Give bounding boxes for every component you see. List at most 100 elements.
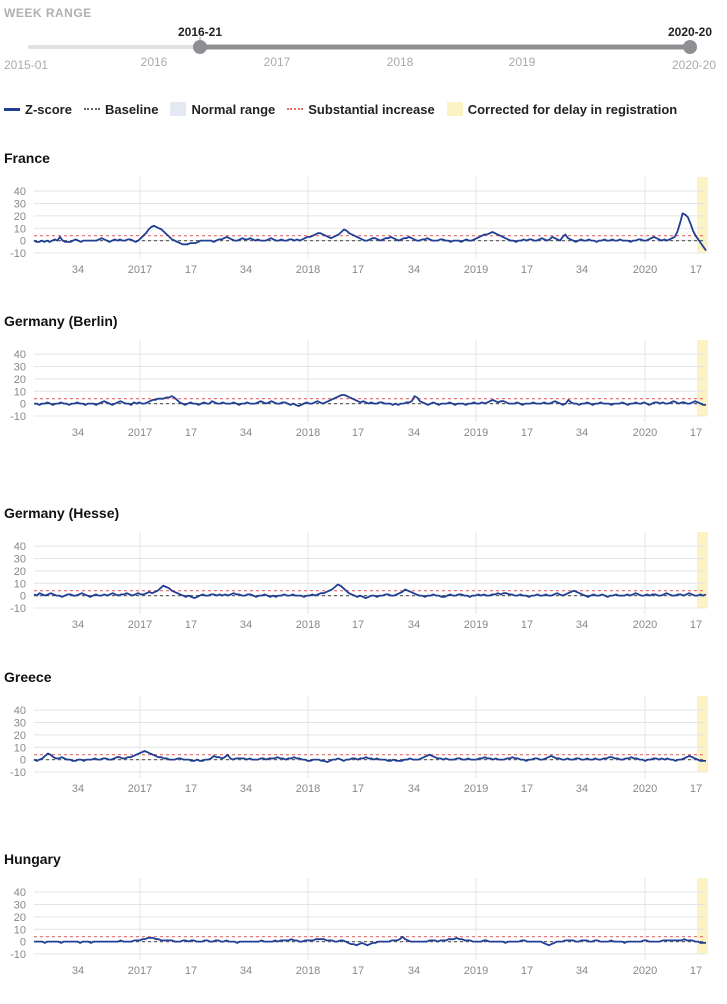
x-tick-label: 17 xyxy=(185,783,197,795)
chart-panel-hungary: Hungary 40 30 20 10 0 -10 34 2017 17 34 2018 17 34 20… xyxy=(0,851,727,1001)
x-tick-label: 2019 xyxy=(464,619,488,631)
x-tick-label: 34 xyxy=(408,264,420,276)
legend-label: Baseline xyxy=(104,101,159,117)
y-tick-label: 20 xyxy=(14,566,26,578)
x-tick-label: 17 xyxy=(690,427,702,439)
corrected-region xyxy=(697,696,708,772)
x-tick-label: 17 xyxy=(521,619,533,631)
x-tick-label: 34 xyxy=(72,427,84,439)
zscore-series-line xyxy=(33,583,707,599)
x-tick-label: 34 xyxy=(72,965,84,977)
x-tick-label: 34 xyxy=(72,264,84,276)
y-tick-label: 40 xyxy=(14,349,26,361)
slider-year-tick: 2018 xyxy=(387,55,414,69)
x-tick-label: 2020 xyxy=(633,264,657,276)
legend-item-baseline[interactable]: Baseline xyxy=(83,101,159,117)
x-tick-label: 2020 xyxy=(633,619,657,631)
x-tick-label: 17 xyxy=(352,619,364,631)
corrected-region xyxy=(697,177,708,253)
x-tick-label: 34 xyxy=(576,264,588,276)
y-tick-label: 30 xyxy=(14,199,26,211)
y-tick-label: 20 xyxy=(14,912,26,924)
y-tick-label: 10 xyxy=(14,223,26,235)
x-tick-label: 2017 xyxy=(128,783,152,795)
y-tick-label: 30 xyxy=(14,900,26,912)
slider-end-handle[interactable] xyxy=(683,40,697,54)
baseline-dotted-swatch xyxy=(83,108,100,110)
x-tick-label: 34 xyxy=(408,965,420,977)
zscore-series-line xyxy=(34,935,706,947)
slider-start-handle[interactable] xyxy=(193,40,207,54)
y-tick-label: 40 xyxy=(14,887,26,899)
corrected-region xyxy=(697,532,708,608)
chart-panel-germany-berlin: Germany (Berlin) 40 30 20 10 0 -10 34 2017 17 34 2… xyxy=(0,313,727,463)
chart-panel-germany-hesse: Germany (Hesse) 40 30 20 10 0 -10 34 2017 17 34 20… xyxy=(0,505,727,655)
x-tick-label: 2019 xyxy=(464,965,488,977)
x-tick-label: 17 xyxy=(185,965,197,977)
legend-item-corrected[interactable]: Corrected for delay in registration xyxy=(446,102,677,117)
x-tick-label: 34 xyxy=(408,619,420,631)
legend-label: Z-score xyxy=(25,101,72,117)
x-tick-label: 2019 xyxy=(464,264,488,276)
y-tick-label: -10 xyxy=(10,949,26,961)
panel-title: Germany (Berlin) xyxy=(4,313,118,329)
x-tick-label: 34 xyxy=(240,264,252,276)
legend-item-normal-range[interactable]: Normal range xyxy=(170,102,275,117)
x-tick-label: 17 xyxy=(690,783,702,795)
x-tick-label: 2018 xyxy=(296,427,320,439)
corrected-swatch xyxy=(446,102,463,116)
y-tick-label: 0 xyxy=(20,591,26,603)
legend-item-substantial-increase[interactable]: Substantial increase xyxy=(287,102,435,117)
y-tick-label: 10 xyxy=(14,742,26,754)
x-tick-label: 2020 xyxy=(633,965,657,977)
y-tick-label: 20 xyxy=(14,730,26,742)
x-tick-label: 2018 xyxy=(296,264,320,276)
x-tick-label: 34 xyxy=(240,427,252,439)
x-tick-label: 2020 xyxy=(633,783,657,795)
x-tick-label: 17 xyxy=(352,965,364,977)
panel-title: France xyxy=(4,150,50,166)
x-tick-label: 17 xyxy=(521,783,533,795)
corrected-region xyxy=(697,340,708,416)
legend: Z-score Baseline Normal range Substantia… xyxy=(4,100,677,118)
y-tick-label: -10 xyxy=(10,767,26,779)
x-tick-label: 17 xyxy=(690,965,702,977)
week-range-slider[interactable]: 2016-21 2020-20 2015-01 2020-20 2016 201… xyxy=(0,0,727,80)
slider-year-tick: 2016 xyxy=(141,55,168,69)
zscore-series-line xyxy=(34,394,706,407)
x-tick-label: 34 xyxy=(240,965,252,977)
slider-axis-end: 2020-20 xyxy=(672,58,716,72)
x-tick-label: 2019 xyxy=(464,783,488,795)
y-tick-label: 0 xyxy=(20,755,26,767)
x-tick-label: 17 xyxy=(352,427,364,439)
legend-item-zscore[interactable]: Z-score xyxy=(4,102,72,117)
x-tick-label: 17 xyxy=(690,619,702,631)
x-tick-label: 34 xyxy=(576,427,588,439)
x-tick-label: 2018 xyxy=(296,783,320,795)
y-tick-label: 40 xyxy=(14,186,26,198)
slider-year-tick: 2019 xyxy=(509,55,536,69)
legend-label: Normal range xyxy=(191,101,276,117)
panel-title: Hungary xyxy=(4,851,61,867)
y-tick-label: 40 xyxy=(14,541,26,553)
x-tick-label: 2018 xyxy=(296,619,320,631)
y-tick-label: 30 xyxy=(14,718,26,730)
slider-end-label: 2020-20 xyxy=(668,25,712,39)
y-tick-label: 10 xyxy=(14,578,26,590)
y-tick-label: 10 xyxy=(14,924,26,936)
x-tick-label: 2017 xyxy=(128,619,152,631)
slider-start-label: 2016-21 xyxy=(178,25,222,39)
zscore-series-line xyxy=(33,212,707,252)
x-tick-label: 17 xyxy=(185,427,197,439)
x-tick-label: 17 xyxy=(690,264,702,276)
slider-year-tick: 2017 xyxy=(264,55,291,69)
y-tick-label: 10 xyxy=(14,386,26,398)
x-tick-label: 17 xyxy=(521,965,533,977)
x-tick-label: 2017 xyxy=(128,264,152,276)
y-tick-label: -10 xyxy=(10,411,26,423)
y-tick-label: 30 xyxy=(14,554,26,566)
x-tick-label: 17 xyxy=(352,264,364,276)
x-tick-label: 34 xyxy=(408,427,420,439)
